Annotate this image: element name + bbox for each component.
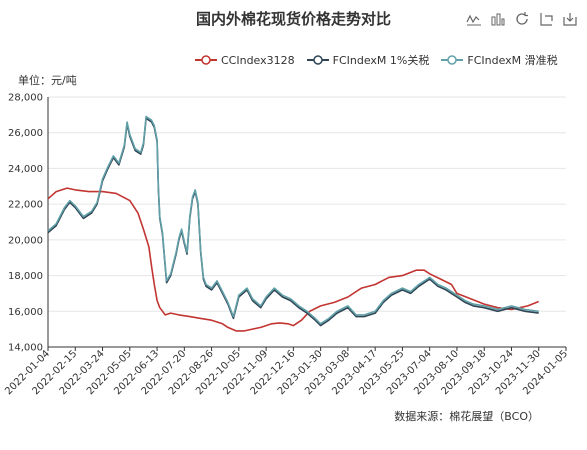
series-line-0 xyxy=(47,187,539,332)
data-view-icon[interactable] xyxy=(537,10,555,28)
y-tick-label: 24,000 xyxy=(8,164,43,175)
line-chart-icon[interactable] xyxy=(465,10,483,28)
legend-label-fcindex-1pct: FCIndexM 1%关税 xyxy=(332,54,430,67)
y-tick-label: 22,000 xyxy=(8,200,43,211)
y-tick-label: 16,000 xyxy=(8,307,43,318)
legend-label-fcindex-sliding: FCIndexM 滑准税 xyxy=(467,54,558,67)
chart-legend: CCIndex3128 FCIndexM 1%关税 FCIndexM 滑准税 xyxy=(195,52,558,68)
y-axis-unit-label: 单位：元/吨 xyxy=(18,74,77,87)
y-tick-label: 18,000 xyxy=(8,271,43,282)
legend-label-ccindex: CCIndex3128 xyxy=(221,53,295,67)
source-note: 数据来源：棉花展望（BCO） xyxy=(394,410,539,423)
series-line-2 xyxy=(47,115,539,325)
chart-toolbar xyxy=(465,10,579,28)
legend-item-fcindex-sliding[interactable]: FCIndexM 滑准税 xyxy=(441,52,558,68)
y-tick-label: 26,000 xyxy=(8,128,43,139)
save-image-icon[interactable] xyxy=(561,10,579,28)
chart-title: 国内外棉花现货价格走势对比 xyxy=(195,10,391,28)
y-tick-label: 20,000 xyxy=(8,235,43,246)
legend-item-ccindex[interactable]: CCIndex3128 xyxy=(195,52,295,68)
series-line-1 xyxy=(47,117,539,327)
bar-chart-icon[interactable] xyxy=(489,10,507,28)
restore-icon[interactable] xyxy=(513,10,531,28)
legend-item-fcindex-1pct[interactable]: FCIndexM 1%关税 xyxy=(306,52,430,68)
y-tick-label: 28,000 xyxy=(8,93,43,104)
y-tick-label: 14,000 xyxy=(8,343,43,354)
